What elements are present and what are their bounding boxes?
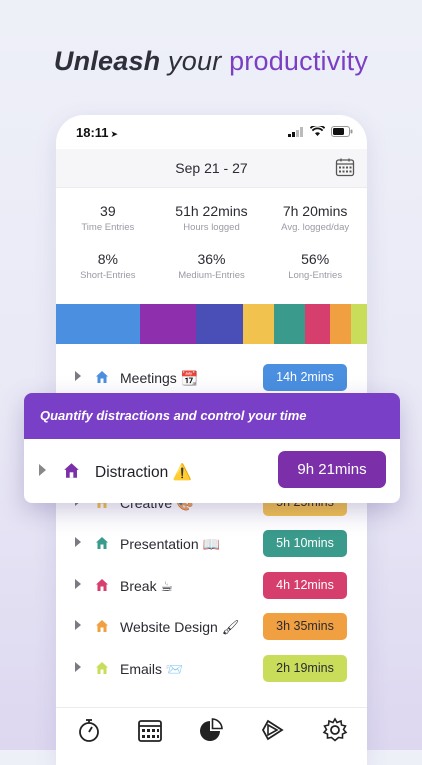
stat-long-entries: 56% Long-Entries <box>265 251 365 299</box>
stat-medium-entries: 36% Medium-Entries <box>161 251 261 299</box>
duration-badge: 9h 21mins <box>278 451 386 488</box>
category-name: Distraction ⚠️ <box>95 464 192 481</box>
duration-badge: 14h 2mins <box>263 364 347 391</box>
category-name: Break ☕ <box>120 577 174 594</box>
headline-word-productivity: productivity <box>229 46 369 76</box>
category-row[interactable]: Presentation 📖 5h 10mins <box>56 524 367 566</box>
stat-time-entries: 39 Time Entries <box>58 203 158 251</box>
duration-badge: 2h 19mins <box>263 654 347 682</box>
calendar-picker-icon[interactable] <box>335 157 355 177</box>
pie-chart-icon[interactable] <box>198 717 224 743</box>
date-header: Sep 21 - 27 <box>56 149 367 188</box>
stat-hours-logged: 51h 22mins Hours logged <box>161 203 261 251</box>
callout-banner: Quantify distractions and control your t… <box>24 393 400 439</box>
date-range[interactable]: Sep 21 - 27 <box>175 160 248 176</box>
expand-caret-icon[interactable] <box>75 371 81 381</box>
headline: Unleash your productivity <box>0 46 422 77</box>
duration-badge: 3h 35mins <box>263 613 347 640</box>
status-icons <box>288 126 353 137</box>
bottom-nav <box>56 707 367 765</box>
expand-caret-icon[interactable] <box>75 661 81 672</box>
stat-label: Avg. logged/day <box>281 222 350 233</box>
wifi-icon <box>310 126 325 136</box>
stat-avg-logged: 7h 20mins Avg. logged/day <box>265 203 365 251</box>
home-icon <box>64 463 79 478</box>
status-bar: 18:11 ➤ <box>56 115 367 149</box>
category-row[interactable]: Break ☕ 4h 12mins <box>56 566 367 608</box>
home-icon <box>96 371 108 383</box>
category-row[interactable]: Website Design 🖌 3h 35mins <box>56 607 367 649</box>
distribution-segment <box>242 304 274 344</box>
stopwatch-icon[interactable] <box>76 717 102 743</box>
stats-row-lengths: 8% Short-Entries 36% Medium-Entries 56% Lon… <box>56 251 367 299</box>
home-icon <box>96 620 108 632</box>
signal-icon <box>288 126 303 137</box>
category-name: Presentation 📖 <box>120 536 220 552</box>
home-icon <box>96 537 108 549</box>
distribution-segment <box>195 304 243 344</box>
home-icon <box>96 578 108 591</box>
calendar-icon[interactable] <box>137 717 163 743</box>
distribution-segment <box>139 304 196 344</box>
distribution-segment <box>304 304 330 344</box>
expand-caret-icon[interactable] <box>75 537 81 547</box>
expand-caret-icon[interactable] <box>75 620 81 630</box>
category-name: Website Design 🖌 <box>120 619 240 635</box>
duration-badge: 5h 10mins <box>263 530 347 557</box>
expand-caret-icon[interactable] <box>75 578 81 589</box>
distribution-segment <box>273 304 305 344</box>
battery-icon <box>331 126 353 137</box>
stat-value: 7h 20mins <box>282 203 348 219</box>
settings-icon[interactable] <box>322 717 348 743</box>
distribution-segment <box>329 304 352 344</box>
category-row[interactable]: Emails 📨 2h 19mins <box>56 649 367 691</box>
stats-panel: 39 Time Entries 51h 22mins Hours logged 7h… <box>56 203 367 299</box>
category-distribution-bar <box>56 304 367 344</box>
stat-short-entries: 8% Short-Entries <box>58 251 158 299</box>
headline-word-your: your <box>160 46 230 76</box>
status-time: 18:11 ➤ <box>76 125 118 140</box>
headline-word-unleash: Unleash <box>53 46 161 76</box>
play-icon[interactable] <box>260 717 286 743</box>
stat-value: 39 <box>100 203 116 219</box>
stat-label: Medium-Entries <box>178 270 245 281</box>
distraction-callout: Quantify distractions and control your t… <box>24 393 400 503</box>
location-arrow-icon: ➤ <box>110 129 119 139</box>
stats-row-totals: 39 Time Entries 51h 22mins Hours logged 7h… <box>56 203 367 251</box>
category-row[interactable]: Meetings 📆 14h 2mins <box>56 358 367 400</box>
distribution-segment <box>351 304 367 344</box>
category-name: Emails 📨 <box>120 660 184 677</box>
duration-badge: 4h 12mins <box>263 571 347 599</box>
stat-label: Long-Entries <box>288 270 343 281</box>
distribution-segment <box>56 304 140 344</box>
stat-value: 56% <box>301 251 330 267</box>
stat-value: 8% <box>97 251 118 267</box>
expand-caret-icon[interactable] <box>39 464 46 476</box>
status-time-text: 18:11 <box>76 125 109 140</box>
stat-label: Short-Entries <box>80 270 136 281</box>
home-icon <box>96 661 108 674</box>
stat-value: 51h 22mins <box>175 203 248 219</box>
stat-label: Hours logged <box>183 222 240 233</box>
category-name: Meetings 📆 <box>120 370 199 386</box>
stat-label: Time Entries <box>81 222 135 233</box>
stat-value: 36% <box>197 251 226 267</box>
